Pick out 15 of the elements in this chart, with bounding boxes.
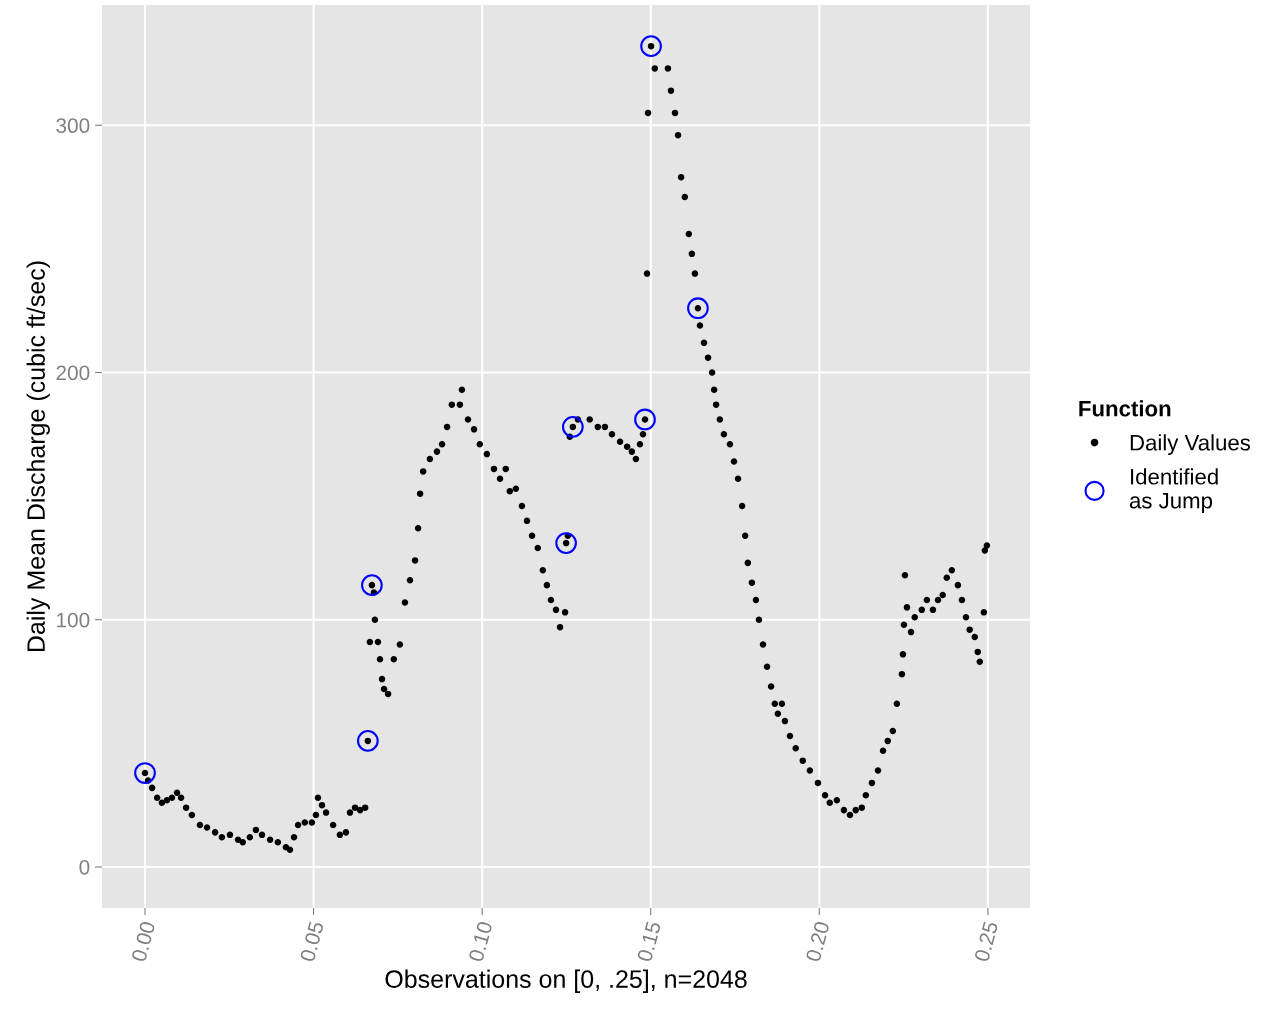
x-tick-label: 0.10 [468, 920, 493, 963]
x-tick-label: 0.05 [299, 920, 324, 963]
x-axis-title: Observations on [0, .25], n=2048 [385, 969, 747, 993]
legend-title: Function [1079, 400, 1171, 417]
y-tick-label: 100 [57, 612, 90, 628]
legend-label: Identified as Jump [1129, 468, 1218, 513]
y-tick-label: 200 [56, 365, 90, 381]
x-tick-label: 0.25 [974, 920, 999, 963]
y-tick-label: 0 [79, 859, 90, 875]
y-tick-label: 300 [56, 118, 90, 134]
y-axis-title: Daily Mean Discharge (cubic ft/sec) [26, 261, 50, 652]
legend-label: Daily Values [1130, 434, 1251, 455]
x-tick-label: 0.15 [636, 920, 662, 963]
x-tick-label: 0.20 [805, 920, 830, 963]
x-tick-label: 0.00 [131, 920, 156, 963]
